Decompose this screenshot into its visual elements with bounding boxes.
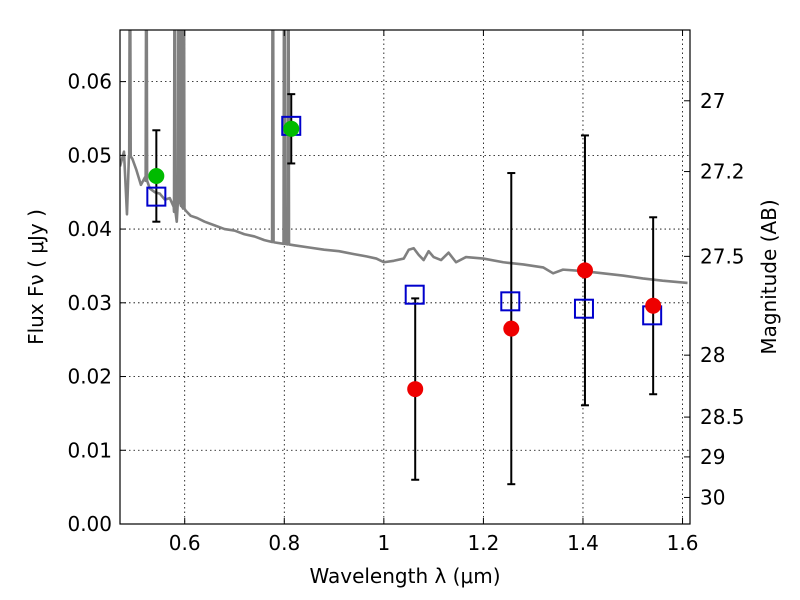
- x-tick-label: 0.8: [268, 531, 300, 555]
- y2-axis-label: Magnitude (AB): [757, 199, 781, 354]
- y-axis-label: Flux Fν ( μJy ): [24, 209, 48, 345]
- y2-tick-label: 28: [700, 343, 725, 367]
- y-tick-label: 0.00: [67, 512, 112, 536]
- plot-frame: [119, 29, 691, 525]
- axes-ticks: 0.6 0.8 1 1.2 1.4 1.6 0.00 0.01 0.02 0.03 0.04 0.05…: [67, 30, 745, 555]
- y-tick-label: 0.05: [67, 143, 112, 167]
- model-photometry-square: [573, 298, 594, 319]
- model-photometry-square: [500, 291, 521, 312]
- observed-optical-point: [148, 167, 165, 184]
- y2-tick-label: 27: [700, 89, 725, 113]
- observed-nir-point: [407, 381, 424, 398]
- x-tick-label: 1.4: [567, 531, 599, 555]
- x-tick-label: 1: [377, 531, 390, 555]
- x-tick-label: 1.2: [467, 531, 499, 555]
- x-tick-label: 1.6: [667, 531, 699, 555]
- y2-tick-label: 29: [700, 445, 725, 469]
- observed-nir-point: [503, 320, 520, 337]
- y2-tick-label: 28.5: [700, 405, 745, 429]
- observed-nir-point: [645, 297, 662, 314]
- y-tick-label: 0.04: [67, 217, 112, 241]
- y2-tick-label: 27.2: [700, 160, 745, 184]
- observed-optical-point: [283, 120, 300, 137]
- y2-tick-label: 27.5: [700, 244, 745, 268]
- y-tick-label: 0.02: [67, 365, 112, 389]
- y-tick-label: 0.03: [67, 291, 112, 315]
- y-tick-label: 0.01: [67, 438, 112, 462]
- model-photometry-square: [146, 186, 167, 207]
- observed-nir-point: [576, 262, 593, 279]
- y-tick-label: 0.06: [67, 70, 112, 94]
- x-tick-label: 0.6: [169, 531, 201, 555]
- model-photometry-square: [404, 284, 425, 305]
- plot-area: [120, 30, 688, 486]
- x-axis-label: Wavelength λ (μm): [309, 564, 500, 588]
- y2-tick-label: 30: [700, 485, 725, 509]
